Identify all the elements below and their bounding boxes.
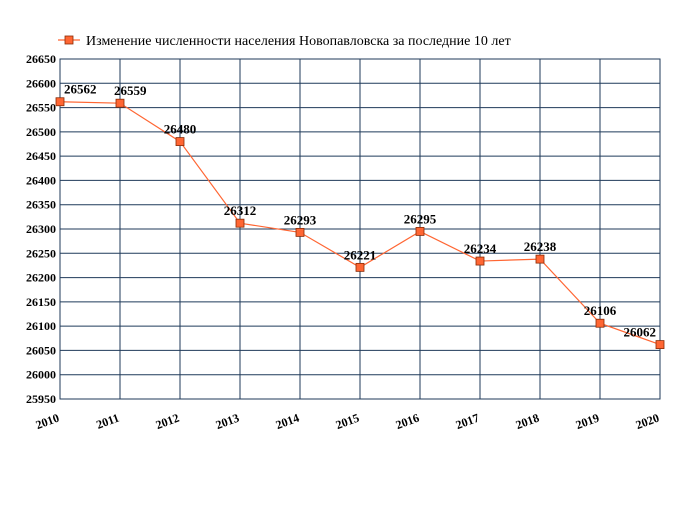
- legend-label: Изменение численности населения Новопавл…: [86, 34, 511, 49]
- y-tick-label: 26650: [26, 52, 56, 66]
- y-tick-label: 26150: [26, 295, 56, 309]
- data-label: 26106: [584, 303, 617, 318]
- data-label: 26312: [224, 203, 257, 218]
- data-labels: 26562 26559 26480 26312 26293 26221 26295 26234…: [64, 82, 656, 340]
- y-tick-label: 26350: [26, 198, 56, 212]
- data-point-marker: [535, 254, 545, 264]
- data-point-marker: [175, 137, 185, 146]
- y-axis-tick-labels: 25950 26000 26050 26100 26150 26200 26250 26300…: [26, 52, 56, 406]
- y-tick-label: 26450: [26, 149, 56, 163]
- x-tick-label: 2012: [154, 411, 181, 432]
- data-label: 26062: [624, 325, 657, 340]
- x-tick-label: 2015: [334, 411, 361, 432]
- x-tick-label: 2011: [94, 411, 121, 432]
- data-point-marker: [355, 262, 365, 272]
- y-tick-label: 26600: [26, 76, 56, 90]
- x-tick-label: 2013: [214, 411, 241, 432]
- x-tick-label: 2017: [454, 411, 481, 432]
- x-tick-label: 2014: [274, 411, 301, 432]
- y-tick-label: 26550: [26, 101, 56, 115]
- legend-marker-icon: [64, 35, 74, 45]
- data-label: 26562: [64, 82, 97, 97]
- grid: [59, 58, 661, 400]
- data-label: 26293: [284, 212, 317, 227]
- data-point-marker: [595, 318, 605, 328]
- data-point-marker: [295, 227, 305, 237]
- series-markers: [55, 97, 665, 350]
- y-tick-label: 26400: [26, 173, 56, 187]
- data-point-marker: [55, 97, 65, 107]
- y-tick-label: 26300: [26, 222, 56, 236]
- y-tick-label: 26100: [26, 319, 56, 333]
- y-tick-label: 26200: [26, 271, 56, 285]
- data-label: 26295: [404, 211, 437, 226]
- data-label: 26234: [464, 241, 497, 256]
- x-tick-label: 2010: [34, 411, 61, 432]
- x-tick-label: 2020: [634, 411, 661, 432]
- x-tick-label: 2019: [574, 411, 601, 432]
- y-tick-label: 25950: [26, 392, 56, 406]
- y-tick-label: 26250: [26, 246, 56, 260]
- data-point-marker: [415, 227, 425, 236]
- plot-area-border: [59, 58, 661, 400]
- x-axis-tick-labels: 2010 2011 2012 2013 2014 2015 2016 2017 2018 2019…: [34, 411, 661, 432]
- data-label: 26559: [114, 83, 147, 98]
- data-label: 26221: [344, 247, 377, 262]
- data-point-marker: [115, 98, 125, 108]
- x-tick-label: 2018: [514, 411, 541, 432]
- data-label: 26238: [524, 239, 557, 254]
- y-tick-label: 26000: [26, 368, 56, 382]
- data-label: 26480: [164, 122, 197, 137]
- legend: Изменение численности населения Новопавл…: [58, 34, 511, 49]
- data-point-marker: [475, 256, 485, 266]
- data-point-marker: [235, 218, 245, 228]
- x-tick-label: 2016: [394, 411, 421, 432]
- data-point-marker: [655, 340, 665, 350]
- y-tick-label: 26050: [26, 343, 56, 357]
- y-tick-label: 26500: [26, 125, 56, 139]
